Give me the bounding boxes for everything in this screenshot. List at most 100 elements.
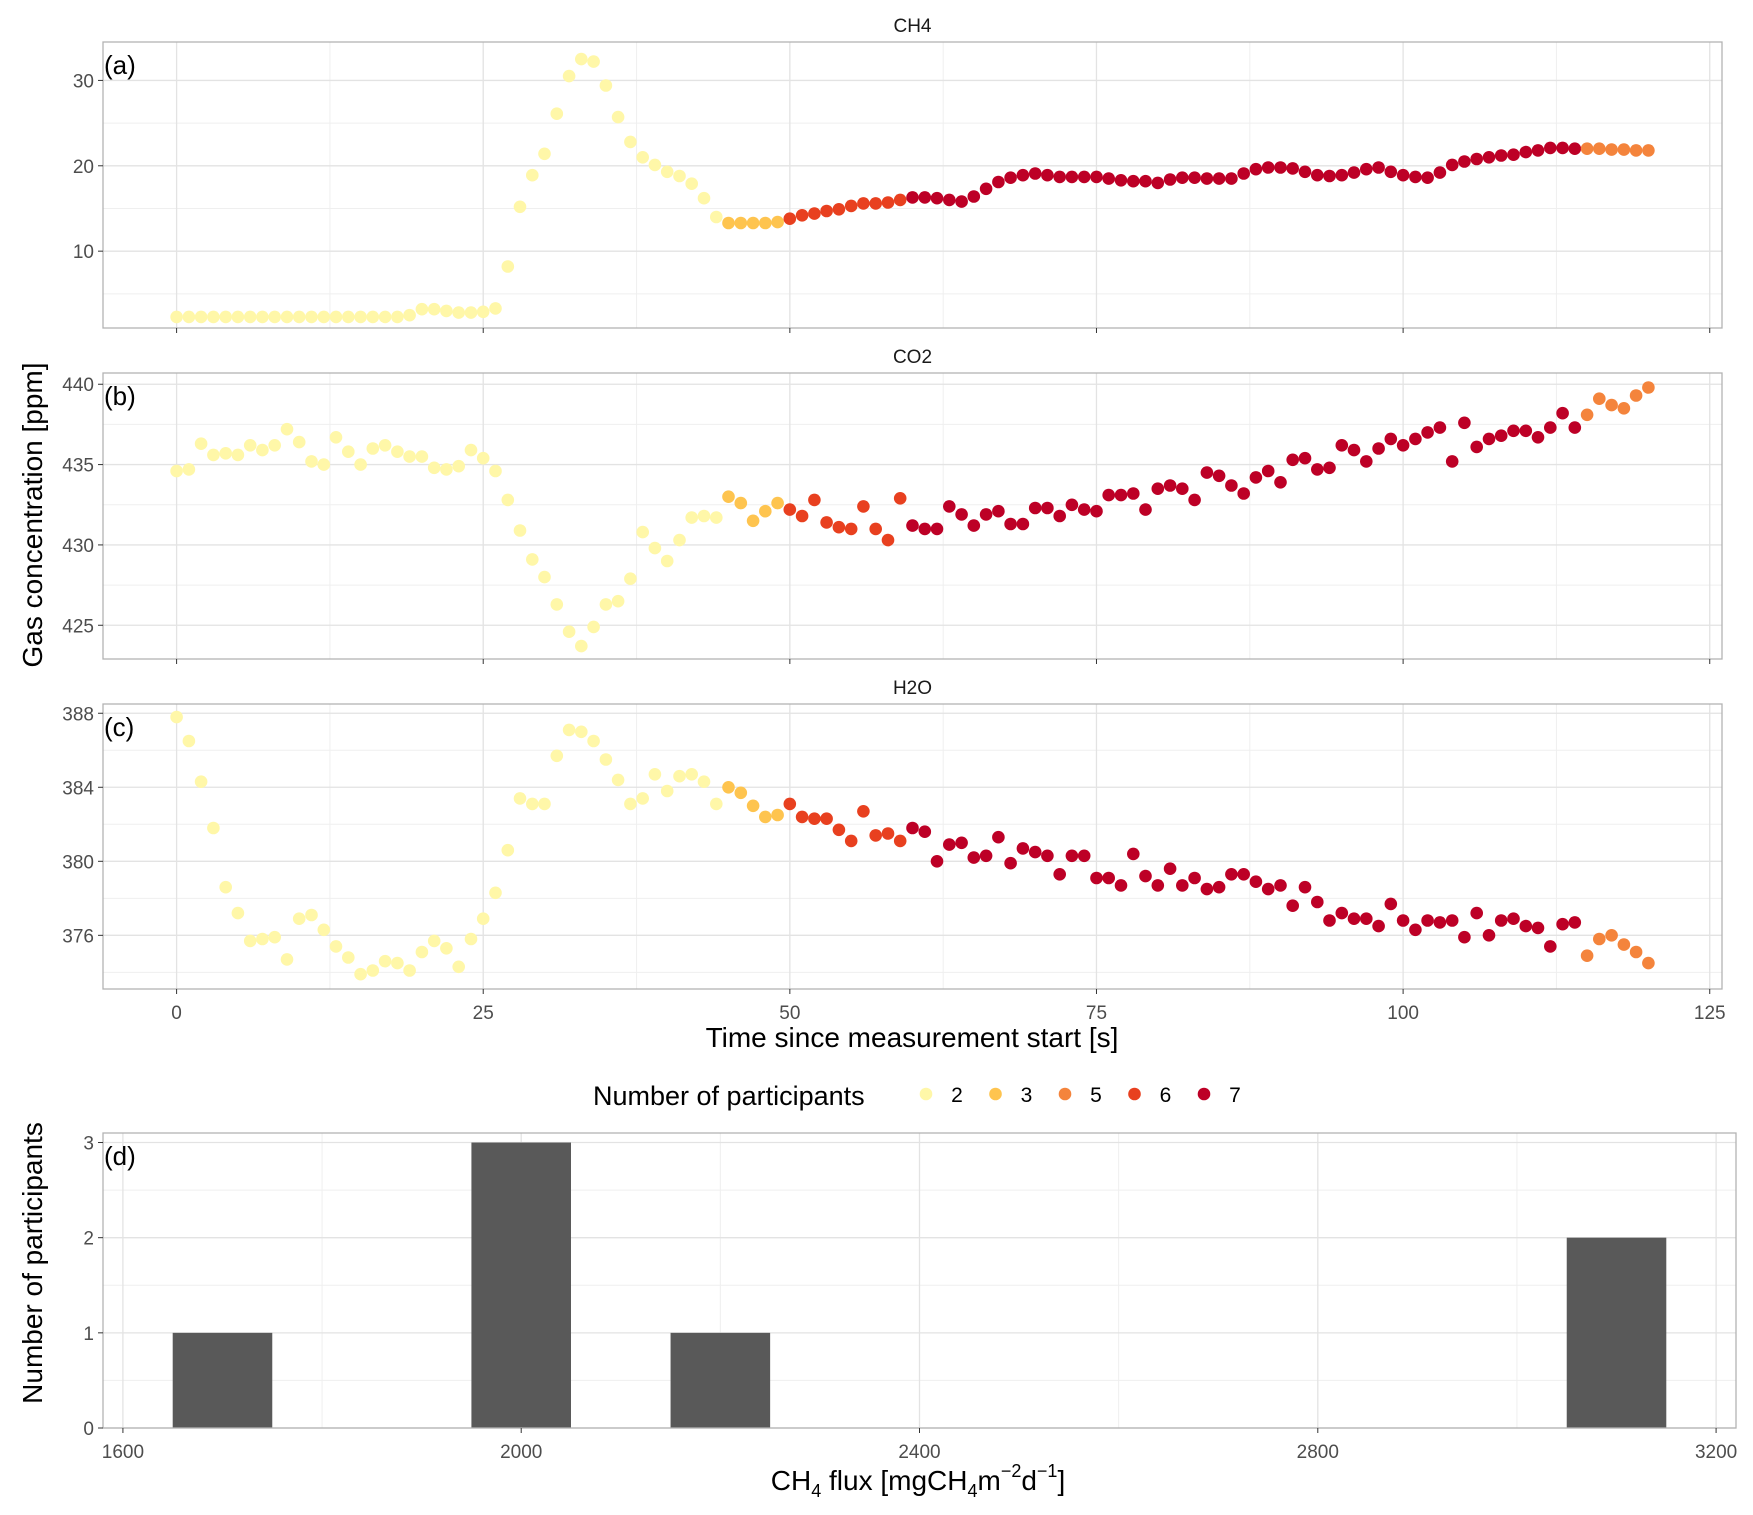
data-point [857,197,870,210]
data-point [1642,381,1655,394]
data-point [893,834,907,848]
data-point [979,849,993,863]
data-point [1384,897,1398,911]
data-point [513,792,527,805]
data-point [1568,142,1582,155]
data-point [611,110,625,124]
data-point [1139,869,1152,883]
legend-label: 2 [951,1084,963,1107]
panel-border [102,703,1723,990]
data-point [1494,149,1508,162]
data-point [575,639,588,653]
data-point [231,906,245,920]
data-point [1482,929,1496,942]
x-tick-label: 125 [1694,1003,1726,1024]
data-point [979,508,993,521]
data-point [1494,914,1508,927]
data-point [538,570,551,584]
panel-label: (c) [104,712,134,742]
data-point [1323,169,1336,183]
data-point [820,204,833,218]
data-point [808,812,821,825]
data-point [440,942,453,955]
y-tick-label: 376 [62,926,94,947]
data-point [636,525,649,539]
data-point [391,956,404,970]
legend-key [1128,1087,1141,1101]
y-tick-label: 0 [83,1419,94,1440]
data-point [1274,476,1287,489]
data-point [611,594,625,608]
data-point [918,191,932,204]
data-point [1127,174,1140,188]
data-point [243,934,257,948]
data-point [1298,880,1312,894]
data-point [452,960,466,974]
panel-border [102,41,1723,329]
data-point [869,829,882,842]
data-point [1286,162,1299,175]
data-point [1114,879,1128,892]
x-tick-label: 50 [779,1003,800,1024]
data-point [1409,923,1422,937]
data-point [759,216,772,230]
data-point [1261,161,1275,174]
data-point [1225,172,1238,185]
data-point [1041,849,1054,863]
y-tick-label: 3 [83,1134,94,1155]
data-point [1445,914,1459,927]
data-point [943,193,956,207]
data-point [832,203,846,216]
panel-label: (d) [104,1141,136,1171]
data-point [624,572,637,585]
y-tick-label: 425 [62,616,94,637]
data-point [955,508,968,521]
panel-a: 10 20 30 CH4 (a) [73,16,1723,333]
data-point [881,827,895,840]
legend-title: Number of participants [593,1081,865,1111]
data-point [427,302,441,316]
data-point [648,158,662,172]
data-point [1470,440,1483,454]
data-point [1605,143,1618,156]
data-point [1360,455,1373,468]
data-point [1507,912,1520,925]
data-point [1470,152,1483,166]
y-tick-label: 20 [73,157,94,178]
data-point [1016,842,1030,855]
data-point [1028,501,1042,515]
data-point [1360,162,1373,176]
data-point [1531,921,1545,935]
data-point [1629,144,1643,157]
data-point [1016,168,1030,182]
data-point [783,503,797,516]
data-point [1311,168,1324,182]
data-point [1323,461,1336,475]
data-point [476,912,490,925]
data-point [1396,168,1410,182]
data-point [746,514,760,528]
data-point [170,464,183,478]
x-tick-label: 2800 [1297,1442,1339,1463]
data-point [967,190,981,203]
data-point [550,107,564,120]
data-point [342,310,355,324]
y-tick-label: 435 [62,456,94,477]
data-point [624,135,637,149]
data-point [624,797,637,811]
y-axis-label: Number of participants [17,1122,48,1404]
data-point [562,69,576,83]
data-point [1261,882,1275,896]
data-point [354,310,367,324]
data-point [1519,424,1533,438]
data-point [1237,167,1250,180]
data-point [378,954,392,968]
data-point [1556,917,1569,931]
data-point [1249,471,1263,484]
data-point [1225,868,1238,881]
data-point [1261,464,1275,478]
data-point [648,541,662,555]
data-point [207,310,220,324]
data-point [1605,398,1618,412]
data-point [292,912,306,925]
